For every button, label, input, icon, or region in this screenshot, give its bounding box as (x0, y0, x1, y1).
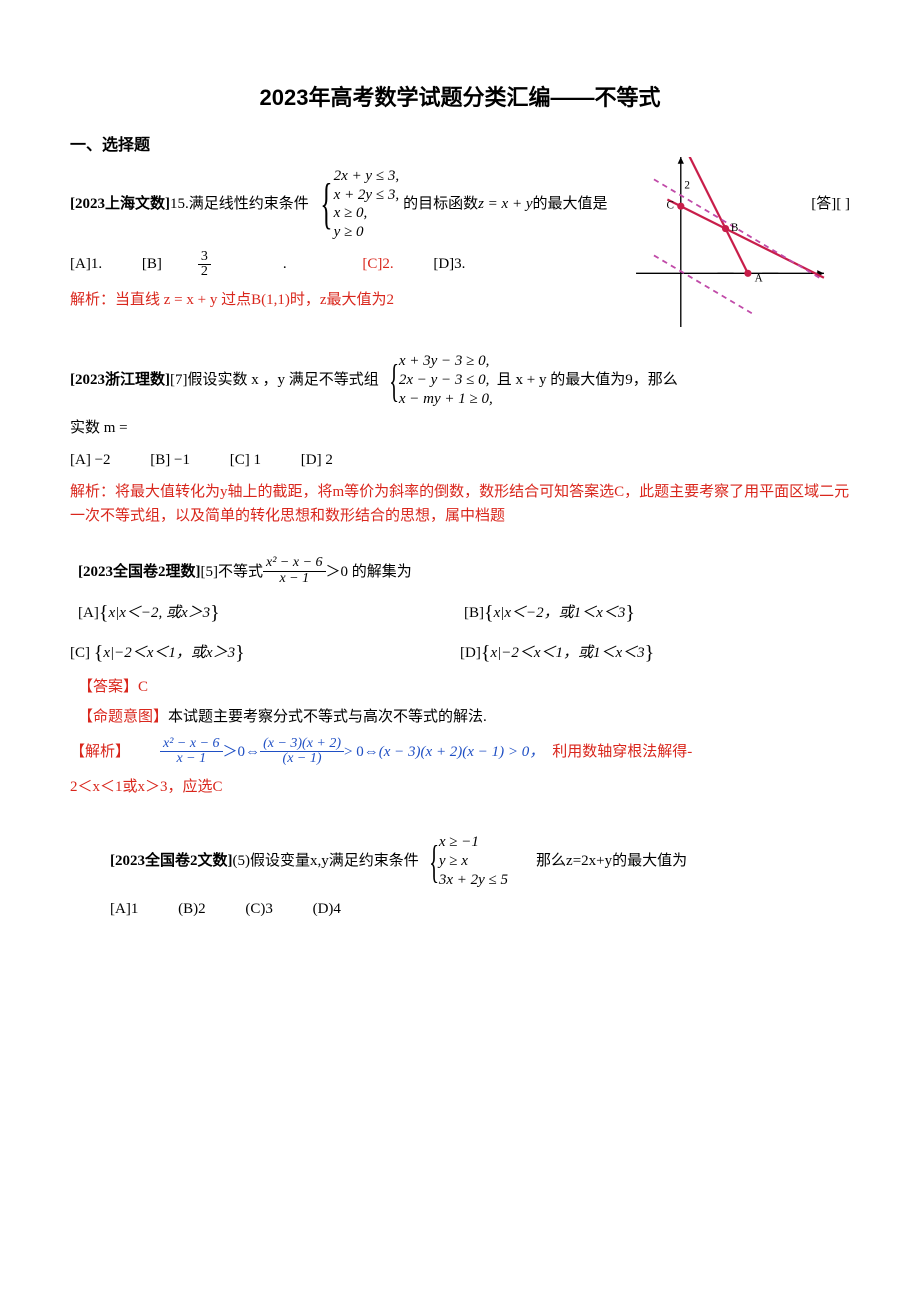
q2-choices: [A] −2 [B] −1 [C] 1 [D] 2 (70, 448, 850, 472)
q1-post1: 的目标函数 (403, 192, 478, 216)
q1-stem: [2023上海文数] 15. 满足线性约束条件 { 2x + y ≤ 3, x … (70, 167, 850, 242)
q1-choice-b: [B]32. (142, 256, 327, 272)
q3-tag: [2023全国卷2理数] (78, 560, 201, 584)
q1-choice-a: [A]1. (70, 256, 102, 272)
q4-system: { x ≥ −1 y ≥ x 3x + 2y ≤ 5 (423, 833, 508, 889)
q2-choice-b: [B] −1 (150, 452, 190, 468)
q4-choice-c: (C)3 (245, 901, 273, 917)
q3-choice-b: [B]{x|x＜−2，或1＜x＜3} (464, 595, 850, 627)
iff-icon: ⇔ (245, 740, 260, 764)
q3-pre: 不等式 (218, 560, 263, 584)
q2-sys-3: x − my + 1 ≥ 0, (399, 390, 493, 409)
q3-post: ＞0 的解集为 (326, 560, 412, 584)
q2-num: [7] (170, 368, 188, 392)
q3-choices-row2: [C] {x|−2＜x＜1，或x＞3} [D]{x|−2＜x＜1，或1＜x＜3} (70, 635, 850, 667)
q3-solution: 【解析】 x² − x − 6x − 1 ＞0 ⇔ (x − 3)(x + 2)… (70, 737, 850, 767)
q1-choice-c: [C]2. (362, 256, 393, 272)
q3-eq-mid: (x − 3)(x + 2)(x − 1) (260, 737, 344, 767)
q1-sys-2: x + 2y ≤ 3, (334, 186, 399, 205)
q3-sol-tail2: 2＜x＜1或x＞3，应选C (70, 775, 850, 799)
q3-choice-a: [A]{x|x＜−2, 或x＞3} (78, 595, 464, 627)
q3-choices-row1: [A]{x|x＜−2, 或x＞3} [B]{x|x＜−2，或1＜x＜3} (70, 595, 850, 627)
q3-sol-tail1: 利用数轴穿根法解得- (552, 740, 692, 764)
q4-sys-2: y ≥ x (439, 852, 508, 871)
q4-stem: [2023全国卷2文数] (5) 假设变量x,y满足约束条件 { x ≥ −1 … (70, 833, 850, 889)
chart-label-c: C (666, 199, 673, 211)
q1-tag: [2023上海文数] (70, 192, 170, 216)
q1-choices: [A]1. [B]32. [C]2. [D]3. (70, 250, 850, 280)
q2-line2: 实数 m = (70, 416, 850, 440)
q2-explanation: 解析：将最大值转化为y轴上的截距，将m等价为斜率的倒数，数形结合可知答案选C，此… (70, 480, 850, 528)
q1-sys-4: y ≥ 0 (334, 223, 399, 242)
q1-chart: A B C 2 (620, 157, 840, 327)
q1-post2: 的最大值是 (533, 192, 608, 216)
chart-label-b: B (731, 222, 738, 234)
q2-tag: [2023浙江理数] (70, 368, 170, 392)
q3-eq-left: x² − x − 6x − 1 (160, 737, 223, 767)
q1-pre: 满足线性约束条件 (189, 192, 309, 216)
q3-eq-right: (x − 3)(x + 2)(x − 1) > 0， (379, 740, 544, 764)
q1-num: 15. (170, 192, 189, 216)
q3-stem: [2023全国卷2理数] [5] 不等式 x² − x − 6 x − 1 ＞0… (70, 556, 850, 586)
q1-sys-3: x ≥ 0, (334, 204, 399, 223)
q3-sol-label: 【解析】 (70, 740, 130, 764)
q4-sys-3: 3x + 2y ≤ 5 (439, 871, 508, 890)
q4-pre: 假设变量x,y满足约束条件 (250, 849, 419, 873)
q4-num: (5) (233, 849, 251, 873)
iff-icon-2: ⇔ (364, 740, 379, 764)
q4-sys-1: x ≥ −1 (439, 833, 508, 852)
q2-system: { x + 3y − 3 ≥ 0, 2x − y − 3 ≤ 0, x − my… (383, 352, 493, 408)
q2-mid: 且 x + y 的最大值为9，那么 (497, 368, 678, 392)
q3-eq-left-post: ＞0 (223, 740, 246, 764)
q1-objective: z = x + y (478, 192, 532, 216)
q4-choice-b: (B)2 (178, 901, 206, 917)
chart-label-2: 2 (684, 179, 690, 191)
q3-choice-c: [C] {x|−2＜x＜1，或x＞3} (70, 635, 460, 667)
q4-choice-a: [A]1 (110, 901, 138, 917)
q1-choice-d: [D]3. (433, 256, 465, 272)
q2-stem: [2023浙江理数] [7] 假设实数 x ，y 满足不等式组 { x + 3y… (70, 352, 850, 408)
q1-system: { 2x + y ≤ 3, x + 2y ≤ 3, x ≥ 0, y ≥ 0 (313, 167, 399, 242)
q4-post: 那么z=2x+y的最大值为 (536, 849, 687, 873)
q1-sys-1: 2x + y ≤ 3, (334, 167, 399, 186)
section-heading: 一、选择题 (70, 133, 850, 159)
q3-choice-d: [D]{x|−2＜x＜1，或1＜x＜3} (460, 635, 850, 667)
q3-fraction: x² − x − 6 x − 1 (263, 556, 326, 586)
doc-title: 2023年高考数学试题分类汇编——不等式 (70, 80, 850, 115)
q3-num: [5] (201, 560, 219, 584)
q3-eq-mid-post: > 0 (344, 740, 364, 764)
q4-tag: [2023全国卷2文数] (110, 849, 233, 873)
q3-answer: 【答案】C (70, 675, 850, 699)
q2-choice-c: [C] 1 (230, 452, 261, 468)
q2-pre: 假设实数 x ，y 满足不等式组 (188, 368, 379, 392)
q4-choices: [A]1 (B)2 (C)3 (D)4 (70, 897, 850, 921)
q2-sys-2: 2x − y − 3 ≤ 0, (399, 371, 493, 390)
q4-choice-d: (D)4 (313, 901, 341, 917)
q3-intent: 【命题意图】本试题主要考察分式不等式与高次不等式的解法. (70, 705, 850, 729)
q2-sys-1: x + 3y − 3 ≥ 0, (399, 352, 493, 371)
q2-choice-d: [D] 2 (301, 452, 333, 468)
q2-choice-a: [A] −2 (70, 452, 111, 468)
